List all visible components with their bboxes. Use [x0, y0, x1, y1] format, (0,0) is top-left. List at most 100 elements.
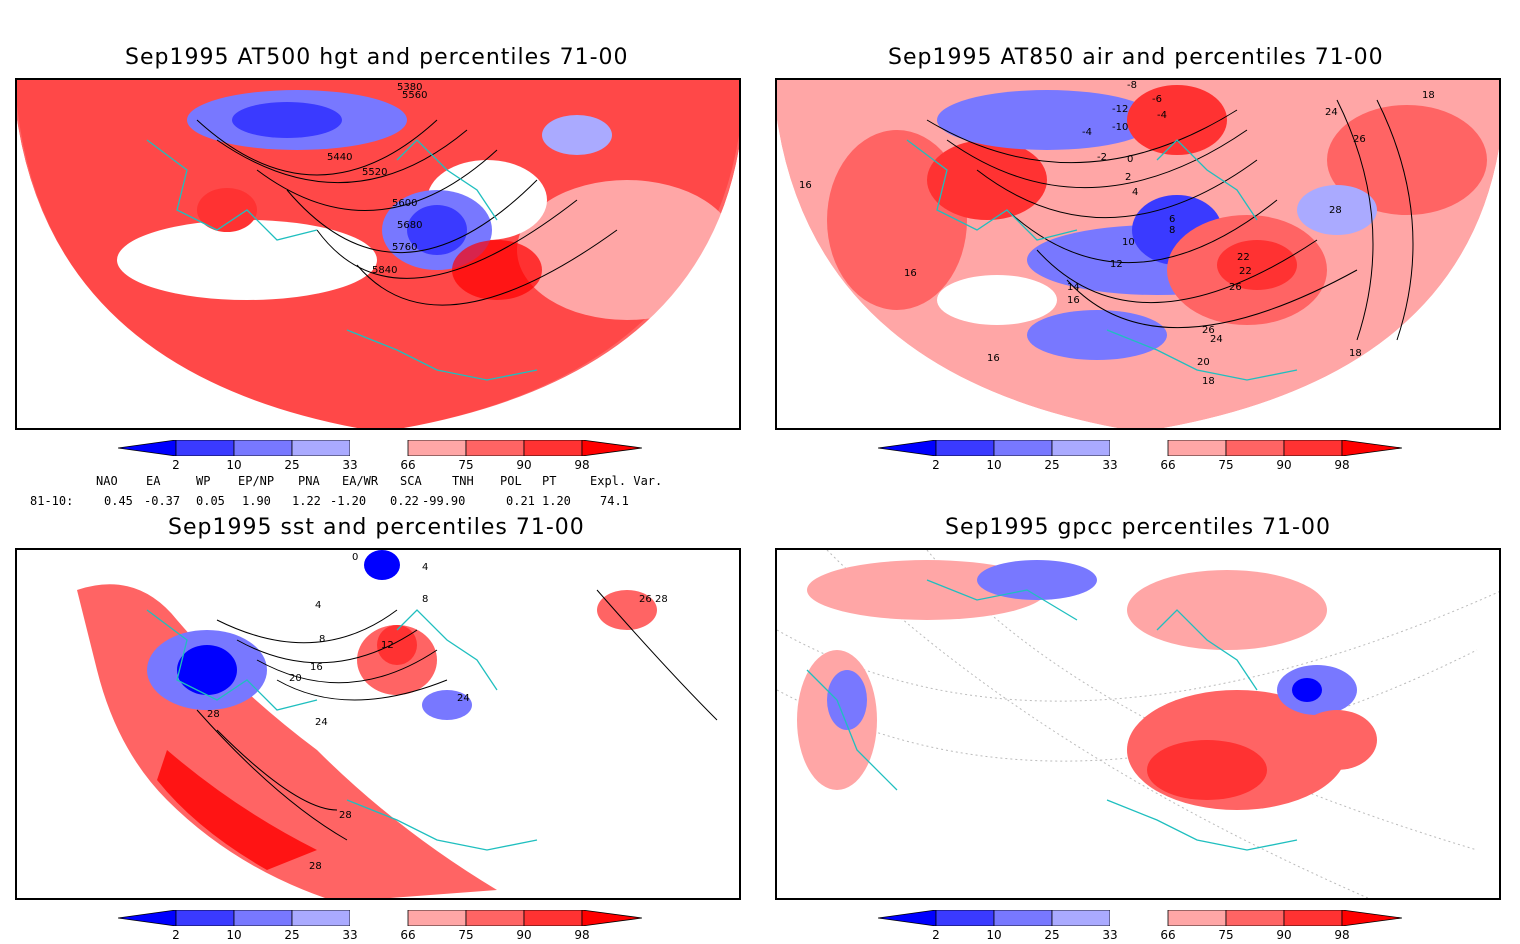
colorbar-tick: 10: [226, 458, 242, 472]
colorbar-tick: 75: [458, 458, 474, 472]
colorbar-tick: 98: [1334, 928, 1350, 942]
index-header: PNA: [298, 474, 320, 488]
index-value: 1.22: [292, 494, 321, 508]
panel-title-hgt500: Sep1995 AT500 hgt and percentiles 71-00: [125, 45, 629, 70]
contour-label: 5560: [402, 90, 427, 101]
contour-label: 24: [457, 693, 470, 704]
index-value: -0.37: [144, 494, 181, 508]
colorbar-tick: 25: [284, 458, 300, 472]
contour-label: 24: [1325, 107, 1338, 118]
contour-label: 18: [1202, 376, 1215, 387]
colorbar-tick: 10: [986, 928, 1002, 942]
contour-label: 26: [1353, 134, 1366, 145]
colorbar-tick: 90: [1276, 928, 1292, 942]
index-header: EA: [146, 474, 161, 488]
index-header: NAO: [96, 474, 118, 488]
colorbar-tick: 10: [986, 458, 1002, 472]
contour-label: 5840: [372, 265, 397, 276]
colorbar-tick: 98: [574, 928, 590, 942]
panel-title-air850: Sep1995 AT850 air and percentiles 71-00: [888, 45, 1384, 70]
contour-label: -10: [1112, 122, 1128, 133]
index-value: 0.45: [104, 494, 133, 508]
colorbar-tick: 98: [574, 458, 590, 472]
contour-label: 14: [1067, 282, 1080, 293]
colorbar-tick: 33: [1102, 928, 1118, 942]
colorbar-tick: 25: [284, 928, 300, 942]
contour-label: 5600: [392, 198, 417, 209]
colorbar-tick: 2: [172, 928, 180, 942]
contour-label: -6: [1152, 94, 1162, 105]
contour-label: 28: [309, 861, 322, 872]
contour-label: 26: [1229, 282, 1242, 293]
index-row-label: 81-10:: [30, 494, 74, 508]
colorbar-tick: 90: [1276, 458, 1292, 472]
index-header: EA/WR: [342, 474, 379, 488]
colorbar-tick: 66: [1160, 458, 1176, 472]
contour-label: 22: [1237, 252, 1250, 263]
contour-label: 5520: [362, 167, 387, 178]
contour-label: 5380: [397, 82, 422, 93]
map-air850: -8 -6 -12 -4 -10 -4 -2 0 2 4 6 8 10 12 1…: [775, 78, 1501, 430]
contour-label: 24: [315, 717, 328, 728]
colorbar-tick: 25: [1044, 928, 1060, 942]
contour-label: 20: [1197, 357, 1210, 368]
contour-label: 5760: [392, 242, 417, 253]
contour-label: 8: [319, 634, 325, 645]
contour-label: -4: [1157, 110, 1167, 121]
contour-label: 28: [655, 594, 668, 605]
colorbar-tick: 75: [1218, 458, 1234, 472]
colorbar-hgt500: 2 10 25 33 66 75 90 98: [117, 439, 643, 474]
index-header: Expl. Var.: [590, 474, 663, 488]
contour-label: 10: [1122, 237, 1135, 248]
contour-label: -4: [1082, 127, 1092, 138]
colorbar-air850: 2 10 25 33 66 75 90 98: [877, 439, 1403, 474]
contour-label: -8: [1127, 80, 1137, 91]
map-sst: 0 4 8 12 16 20 24 24 28 28 28 28 26 4 8: [15, 548, 741, 900]
contour-label: 16: [1067, 295, 1080, 306]
colorbar-tick: 33: [342, 458, 358, 472]
colorbar-tick: 25: [1044, 458, 1060, 472]
index-header: PT: [542, 474, 557, 488]
colorbar-tick: 98: [1334, 458, 1350, 472]
colorbar-sst: 2 10 25 33 66 75 90 98: [117, 909, 643, 944]
index-header: POL: [500, 474, 522, 488]
index-value: 1.20: [542, 494, 571, 508]
contour-label: 16: [987, 353, 1000, 364]
colorbar-tick: 10: [226, 928, 242, 942]
contour-label: 2: [1125, 172, 1131, 183]
colorbar-tick: 2: [932, 928, 940, 942]
contour-label: 12: [381, 640, 394, 651]
index-value: -1.20: [330, 494, 367, 508]
contour-label: 8: [422, 594, 428, 605]
contour-label: 16: [799, 180, 812, 191]
contour-label: 20: [289, 673, 302, 684]
contour-label: 28: [339, 810, 352, 821]
contour-label: 26: [1202, 325, 1215, 336]
colorbar-tick: 90: [516, 458, 532, 472]
index-value: 0.22: [390, 494, 419, 508]
contour-label: 24: [1210, 334, 1223, 345]
contour-label: 5440: [327, 152, 352, 163]
colorbar-tick: 75: [1218, 928, 1234, 942]
contour-label: -2: [1097, 152, 1107, 163]
map-hgt500: 5380 5560 5440 5520 5600 5680 5760 5840: [15, 78, 741, 430]
contour-label: 16: [310, 662, 323, 673]
colorbar-tick: 2: [932, 458, 940, 472]
index-value: 0.21: [506, 494, 535, 508]
contour-label: 4: [315, 600, 321, 611]
contour-label: 16: [904, 268, 917, 279]
colorbar-gpcc: 2 10 25 33 66 75 90 98: [877, 909, 1403, 944]
contour-label: 5680: [397, 220, 422, 231]
colorbar-tick: 33: [1102, 458, 1118, 472]
contour-label: 0: [1127, 154, 1133, 165]
index-header: WP: [196, 474, 211, 488]
contour-label: 28: [207, 709, 220, 720]
panel-title-gpcc: Sep1995 gpcc percentiles 71-00: [945, 515, 1331, 540]
contour-label: 22: [1239, 266, 1252, 277]
colorbar-tick: 66: [400, 928, 416, 942]
index-value: 0.05: [196, 494, 225, 508]
colorbar-tick: 66: [1160, 928, 1176, 942]
colorbar-tick: 33: [342, 928, 358, 942]
contour-label: 6: [1169, 214, 1175, 225]
map-gpcc: [775, 548, 1501, 900]
